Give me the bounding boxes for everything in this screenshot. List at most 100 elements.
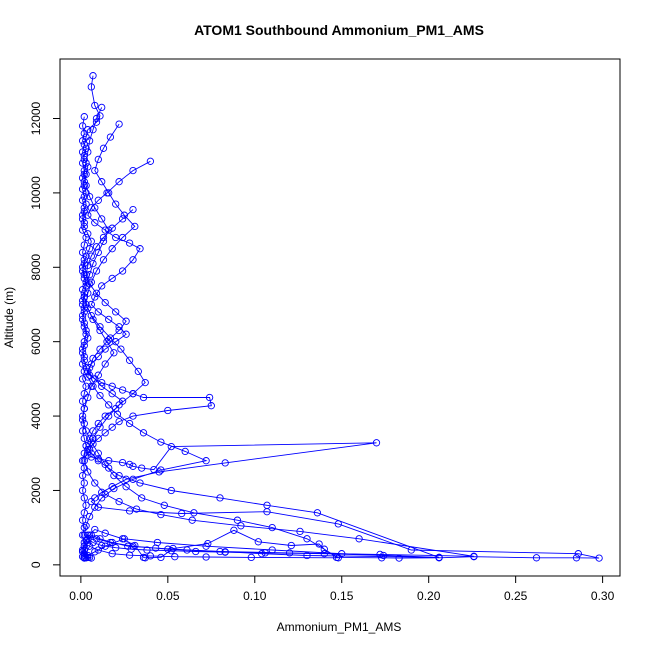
data-point: [167, 486, 175, 495]
data-point: [87, 278, 95, 286]
data-point: [94, 419, 102, 428]
data-point: [85, 512, 94, 521]
data-point: [91, 219, 99, 227]
data-point: [78, 226, 87, 234]
data-point: [115, 401, 123, 409]
data-point: [258, 550, 266, 558]
data-point: [112, 338, 120, 346]
data-point: [80, 140, 88, 149]
data-point: [80, 538, 88, 547]
data-point: [221, 459, 229, 467]
data-point: [92, 535, 101, 543]
data-point: [92, 289, 101, 297]
data-point: [80, 293, 88, 301]
data-point: [101, 542, 109, 550]
data-point: [87, 252, 95, 260]
data-point: [532, 554, 541, 562]
data-point: [138, 494, 146, 502]
data-point: [82, 382, 90, 390]
data-point: [78, 531, 87, 539]
data-point: [131, 222, 139, 231]
data-point: [237, 522, 245, 530]
data-point: [98, 215, 106, 223]
data-point: [78, 546, 87, 554]
data-point: [157, 466, 165, 474]
data-point: [108, 382, 116, 390]
data-point: [87, 438, 95, 446]
data-point: [134, 367, 142, 376]
data-point: [139, 393, 148, 402]
data-point: [82, 522, 90, 530]
data-point: [470, 552, 478, 560]
data-point: [78, 360, 87, 368]
data-point: [101, 490, 109, 498]
data-point: [285, 549, 294, 557]
data-point: [94, 308, 102, 316]
data-point: [171, 553, 179, 561]
data-point: [129, 412, 137, 420]
data-point: [82, 233, 90, 242]
data-point: [207, 402, 215, 410]
data-point: [91, 101, 99, 110]
data-point: [78, 397, 87, 405]
data-point: [268, 523, 276, 532]
data-point: [153, 538, 162, 547]
data-point: [101, 429, 109, 437]
data-point: [98, 178, 106, 186]
data-point: [202, 457, 210, 465]
data-point: [101, 298, 109, 307]
data-point: [78, 159, 87, 167]
data-point: [78, 516, 87, 524]
data-point: [94, 248, 102, 257]
data-point: [82, 501, 90, 509]
data-point: [138, 464, 146, 472]
series-line: [83, 123, 474, 557]
data-point: [202, 542, 210, 550]
y-tick-label: 6000: [29, 328, 43, 355]
data-point: [105, 412, 113, 420]
data-point: [78, 285, 87, 294]
data-point: [87, 497, 95, 506]
data-point: [80, 367, 88, 376]
data-point: [78, 263, 87, 271]
data-point: [113, 410, 122, 418]
data-point: [89, 315, 97, 324]
data-point: [572, 554, 581, 562]
data-point: [108, 550, 116, 558]
data-point: [376, 550, 384, 559]
data-point: [136, 479, 144, 487]
data-point: [78, 315, 87, 324]
x-axis: 0.00 0.05 0.10 0.15 0.20 0.25 0.30: [69, 576, 615, 603]
data-point: [125, 356, 134, 364]
data-point: [129, 166, 137, 175]
data-point: [169, 544, 177, 553]
series-line: [82, 160, 440, 558]
data-point: [80, 449, 88, 457]
data-point: [334, 554, 342, 562]
data-point: [78, 486, 87, 495]
y-axis-label: Altitude (m): [2, 287, 16, 348]
data-point: [96, 423, 104, 431]
data-point: [106, 133, 115, 141]
series-line: [82, 107, 340, 559]
data-point: [89, 427, 97, 435]
data-point: [85, 245, 94, 253]
y-tick-label: 4000: [29, 402, 43, 429]
data-point: [80, 434, 88, 443]
data-point: [78, 412, 87, 420]
data-point: [78, 174, 87, 182]
data-point: [78, 375, 87, 383]
data-point: [108, 423, 116, 431]
data-point: [91, 525, 99, 534]
data-point: [101, 529, 109, 537]
data-point: [303, 535, 311, 543]
data-point: [115, 326, 123, 335]
data-point: [379, 551, 388, 560]
data-point: [87, 311, 95, 320]
data-point: [94, 196, 102, 204]
data-point: [82, 278, 90, 286]
data-point: [85, 137, 94, 145]
data-point: [99, 144, 108, 152]
data-point: [80, 256, 88, 264]
data-point: [89, 354, 97, 363]
